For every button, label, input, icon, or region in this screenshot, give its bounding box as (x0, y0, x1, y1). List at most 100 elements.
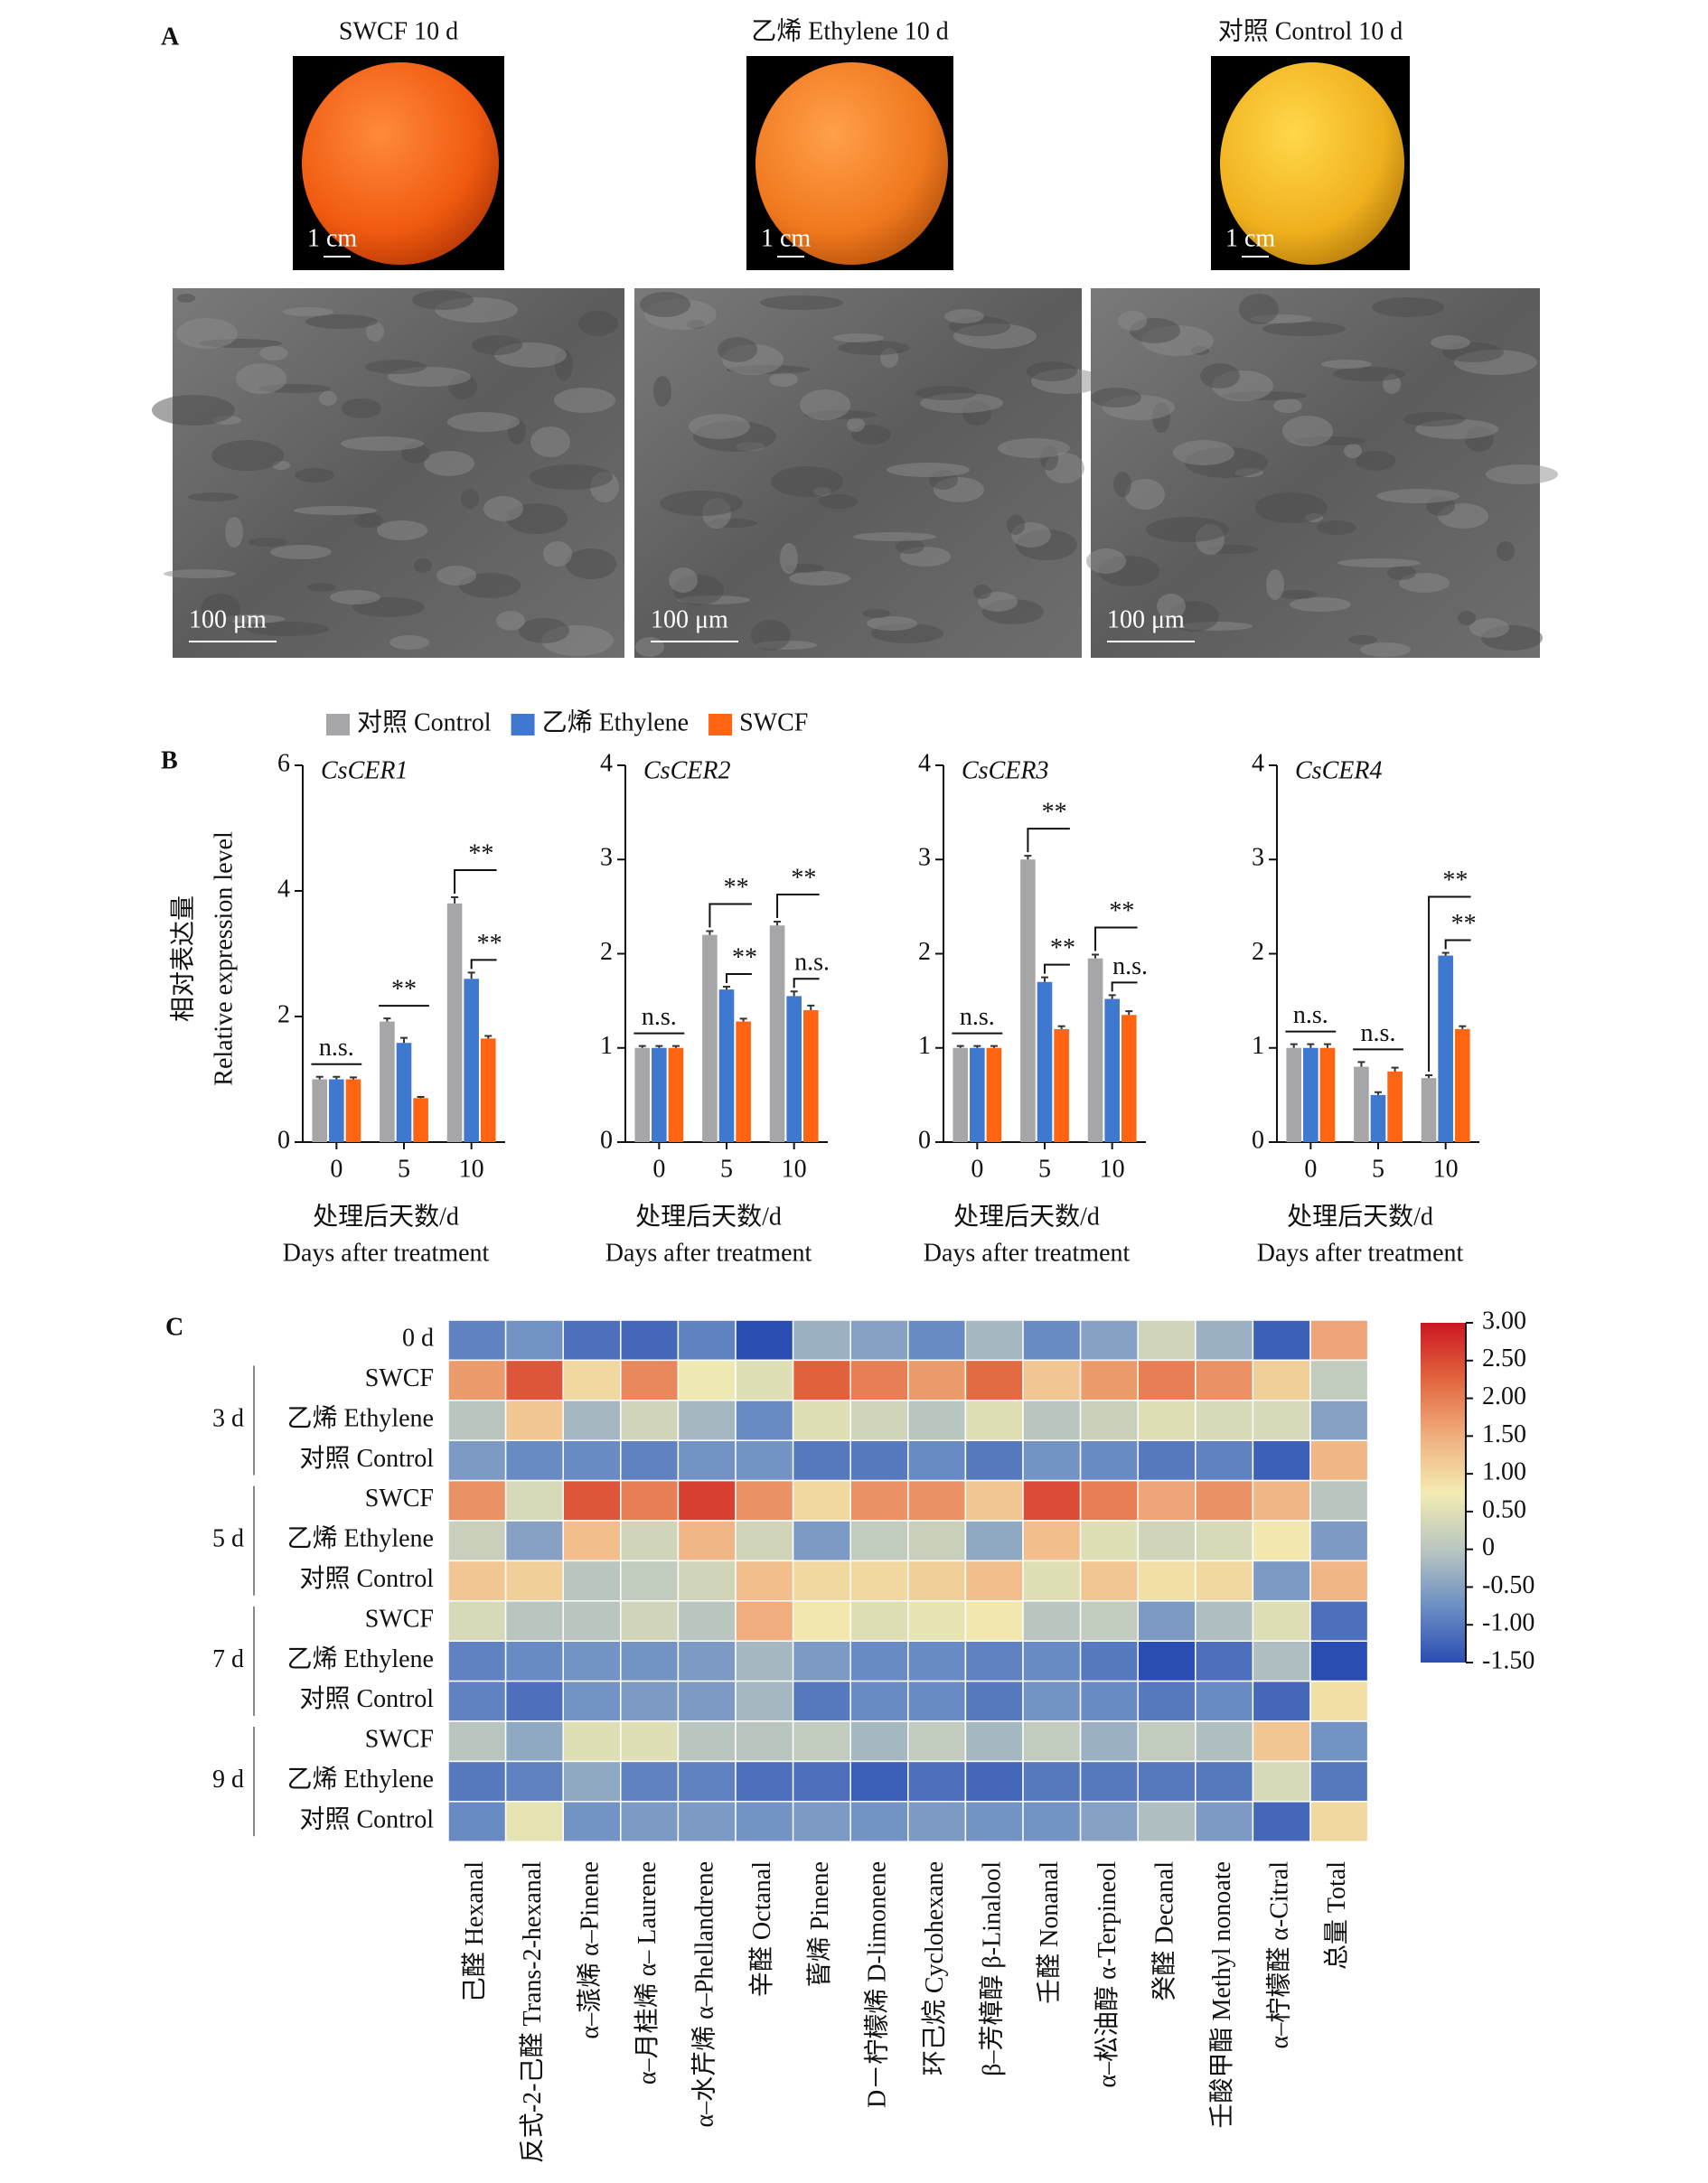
heat-cell (964, 1680, 1024, 1722)
x-tick-label: 10 (1433, 1155, 1459, 1183)
heat-cell (504, 1400, 564, 1441)
bar (1087, 958, 1103, 1142)
sem-texture (1113, 472, 1131, 497)
sem-scale: 100 μm (189, 605, 267, 633)
heat-cell (735, 1680, 794, 1722)
column-label: α–松油醇 α-Terpineol (1093, 1861, 1121, 2088)
significance-label: n.s. (794, 949, 830, 977)
sem-texture (1239, 294, 1279, 324)
heat-cell (562, 1801, 622, 1842)
heat-cell (1137, 1479, 1197, 1522)
error-bar (383, 1017, 391, 1022)
chart-title: CsCER3 (962, 756, 1048, 784)
colorbar-label: -0.50 (1482, 1571, 1534, 1599)
sem-texture (1157, 594, 1186, 619)
y-tick-label: 2 (1252, 938, 1264, 966)
heat-cell (964, 1801, 1024, 1842)
y-tick-label: 0 (1252, 1126, 1264, 1154)
sem-texture (259, 346, 288, 361)
heat-cell (447, 1319, 507, 1362)
heat-cell (677, 1400, 737, 1441)
bar (1286, 1047, 1302, 1142)
error-bar (1041, 976, 1048, 982)
heat-cell (1079, 1479, 1139, 1522)
heat-cell (792, 1600, 851, 1642)
bar (986, 1047, 1002, 1142)
heat-cell (1309, 1801, 1369, 1842)
significance-label: ** (391, 976, 417, 1004)
heat-cell (907, 1640, 967, 1682)
heat-cell (735, 1760, 794, 1803)
error-bar (1290, 1043, 1298, 1048)
heat-cell (735, 1640, 794, 1682)
sem-texture (789, 571, 850, 586)
column-label: 癸醛 Decanal (1150, 1861, 1178, 2001)
y-tick-label: 3 (1252, 844, 1264, 872)
heat-cell (964, 1439, 1024, 1482)
bar (1121, 1015, 1137, 1142)
heat-cell (504, 1479, 564, 1522)
error-bar (956, 1045, 964, 1048)
sem-texture (1376, 489, 1459, 503)
x-axis-label: 处理后天数/d (953, 1202, 1100, 1231)
heat-cell (735, 1520, 794, 1562)
sem-texture (483, 496, 523, 521)
error-bar (315, 1075, 324, 1080)
heat-cell (735, 1400, 794, 1441)
sem-texture (447, 412, 520, 432)
y-tick-label: 0 (600, 1126, 613, 1154)
chart-title: CsCER4 (1295, 756, 1382, 784)
group-label: 3 d (212, 1404, 244, 1432)
sem-texture (319, 391, 337, 406)
heat-cell (907, 1801, 967, 1842)
heat-cell (964, 1520, 1024, 1562)
x-tick-label: 0 (330, 1155, 343, 1183)
bar (1104, 998, 1120, 1142)
sem-texture (867, 616, 917, 631)
heat-cell (1079, 1600, 1139, 1642)
heat-cell (792, 1801, 851, 1842)
heat-cell (1309, 1479, 1369, 1522)
heat-cell (792, 1439, 851, 1482)
heat-cell (504, 1720, 564, 1763)
sem-texture (248, 538, 287, 547)
heat-cell (447, 1720, 507, 1763)
heat-cell (562, 1439, 622, 1482)
x-axis-label: Days after treatment (283, 1239, 490, 1267)
sem-texture (1387, 566, 1416, 580)
bar (396, 1043, 412, 1142)
sem-texture (365, 360, 427, 374)
heat-cell (1079, 1319, 1139, 1362)
heat-cell (1309, 1640, 1369, 1682)
significance-bracket (776, 894, 820, 919)
heat-cell (735, 1600, 794, 1642)
colorbar-label: 2.00 (1482, 1382, 1526, 1410)
colorbar-label: 1.00 (1482, 1458, 1526, 1486)
panel-label: B (161, 746, 178, 774)
heat-cell (447, 1359, 507, 1401)
heat-cell (504, 1760, 564, 1803)
y-tick-label: 4 (918, 749, 931, 777)
sem-texture (760, 295, 843, 310)
heat-cell (447, 1400, 507, 1441)
colorbar (1421, 1323, 1466, 1663)
heat-cell (1309, 1680, 1369, 1722)
heat-cell (964, 1479, 1024, 1522)
sem-texture (377, 520, 427, 540)
heat-cell (1309, 1359, 1369, 1401)
heat-cell (562, 1479, 622, 1522)
legend-swatch (511, 714, 535, 735)
sem-texture (1278, 590, 1318, 599)
error-bar (807, 1004, 815, 1011)
row-label: SWCF (365, 1485, 434, 1513)
heat-cell (447, 1640, 507, 1682)
heat-cell (620, 1640, 680, 1682)
bar (953, 1047, 969, 1142)
heat-cell (1195, 1760, 1254, 1803)
heat-cell (907, 1520, 967, 1562)
heat-cell (1022, 1319, 1082, 1362)
bar (1454, 1028, 1470, 1142)
sem-texture (177, 294, 195, 303)
bar (464, 979, 479, 1142)
sem-texture (833, 333, 884, 342)
